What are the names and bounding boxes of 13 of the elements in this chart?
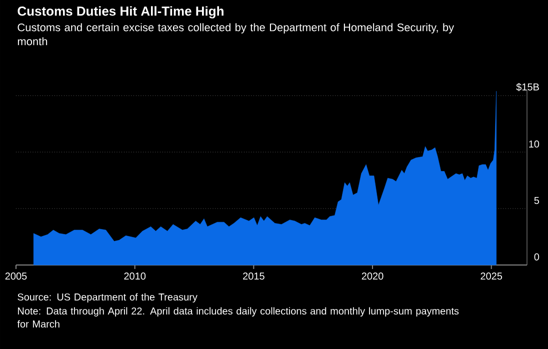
y-tick-label: 10 <box>529 140 540 148</box>
chart-title: Customs Duties Hit All-Time High <box>18 6 224 18</box>
x-tick-label: 2015 <box>243 272 264 280</box>
chart-subtitle: Customs and certain excise taxes collected by the Department of Homeland Security, by month <box>18 23 454 46</box>
x-tick-label: 2005 <box>5 272 27 280</box>
y-tick-label: 5 <box>534 197 540 204</box>
text: Note: Data through April 22. April data includes daily collections and monthly lump-sum payments for March <box>17 307 459 328</box>
source-note: Source: US Department of the Treasury <box>18 293 198 303</box>
y-tick-label: $15B <box>516 83 539 92</box>
x-tick-label: 2025 <box>480 272 502 280</box>
y-tick-label: 0 <box>534 253 540 260</box>
x-tick-label: 2010 <box>124 272 146 280</box>
x-tick-label: 2020 <box>362 272 384 280</box>
